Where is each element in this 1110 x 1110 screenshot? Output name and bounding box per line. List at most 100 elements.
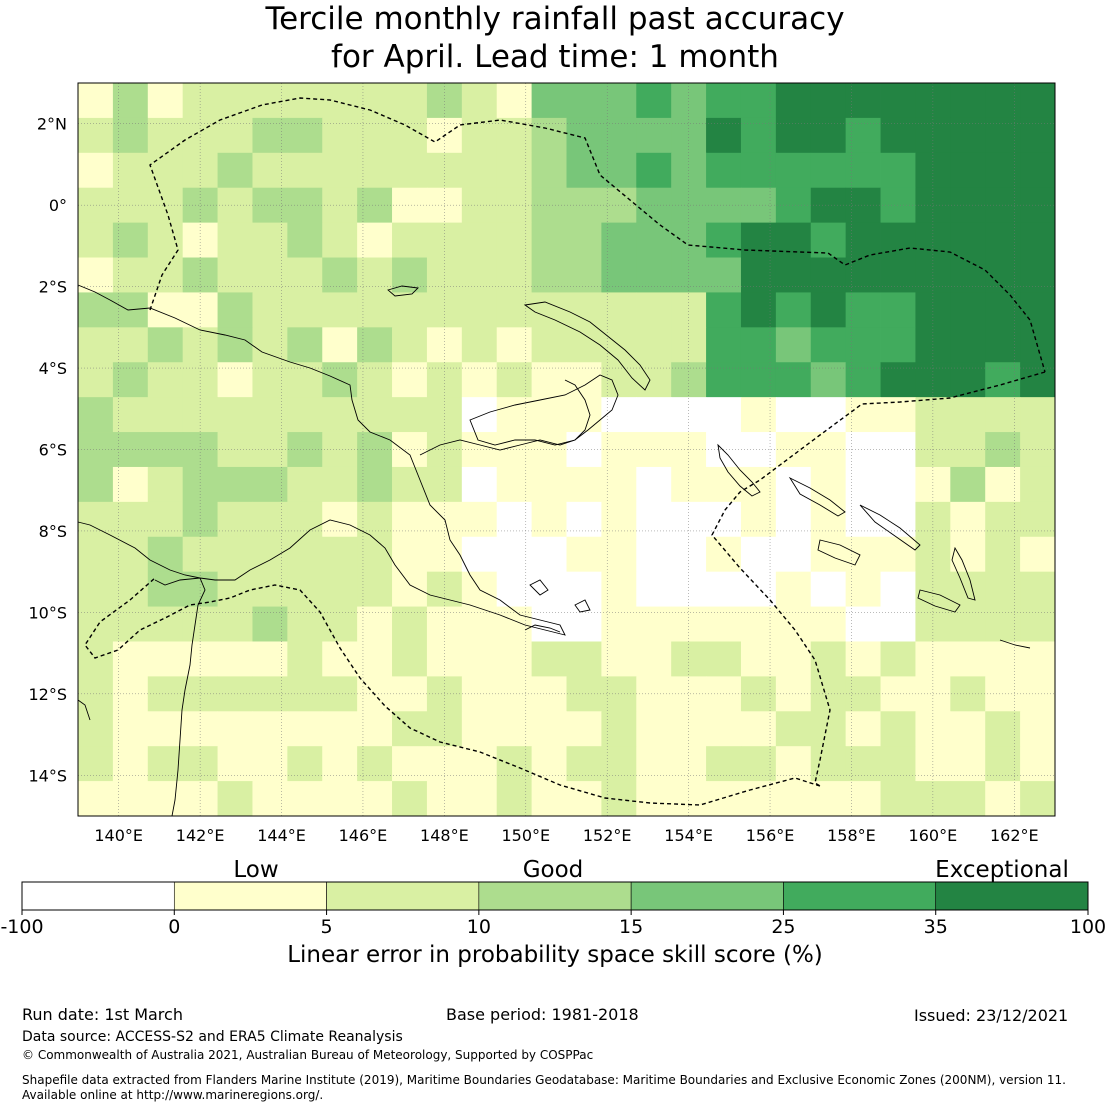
skill-cell [496,257,532,293]
skill-cell [636,571,672,607]
skill-cell [252,292,288,328]
skill-cell [252,466,288,503]
skill-cell [636,641,672,677]
skill-cell [322,466,358,503]
skill-cell [217,746,253,782]
coastline-new-guinea [77,284,566,636]
skill-cell [182,397,218,433]
skill-cell [950,83,986,119]
skill-cell [112,152,149,189]
map-title: Tercile monthly rainfall past accuracy f… [0,0,1110,76]
lon-tick-label: 144°E [257,826,306,845]
skill-cell [985,641,1021,677]
skill-cell [775,641,812,677]
skill-cell [357,362,393,398]
skill-cell [461,781,498,817]
skill-cell [880,152,916,189]
colorbar-segment [478,881,632,911]
skill-cell [78,781,114,817]
skill-cell [322,327,358,363]
skill-cell [706,781,742,817]
skill-cell [252,746,288,782]
skill-cell [671,83,707,119]
skill-cell [496,781,532,817]
skill-cell [182,83,218,119]
coastline-solomons-2 [859,504,921,551]
skill-cell [287,501,323,538]
skill-cell [287,152,323,189]
skill-cell [426,466,463,503]
skill-cell [671,187,707,224]
skill-cell [112,676,149,712]
skill-cell [740,641,777,677]
skill-cell [531,362,567,398]
coastlines [77,284,1031,817]
skill-cell [566,606,602,642]
skill-cell [217,571,253,607]
skill-cell [566,501,602,538]
lon-tick-label: 142°E [176,826,225,845]
skill-cell [461,746,498,782]
skill-cell [287,397,323,433]
skill-cell [217,536,253,573]
skill-cell [357,536,393,573]
skill-cell [636,83,672,119]
skill-cell [950,676,986,712]
skill-cell [496,606,532,642]
lat-tick-label: 12°S [28,685,67,704]
skill-cell [706,292,742,328]
skill-cell [78,292,114,328]
skill-cell [845,432,881,468]
skill-cell [496,222,532,258]
skill-cell [392,501,428,538]
skill-cell [461,222,498,258]
skill-cell [810,292,847,328]
skill-cell [461,292,498,328]
colorbar-segment [173,881,327,911]
skill-cell [112,257,149,293]
skill-cell [322,711,358,747]
skill-cell [880,83,916,119]
skill-cell [740,327,777,363]
skill-cell [287,83,323,119]
skill-cell [985,501,1021,538]
skill-cell [1020,397,1056,433]
colorbar-segment [783,881,937,911]
skill-cell [950,187,986,224]
skill-cell [915,501,951,538]
coastline-huon [419,379,591,456]
skill-cell [217,83,253,119]
skill-cell [147,152,184,189]
skill-cell [287,292,323,328]
skill-cell [1020,466,1056,503]
coastline-bougainville [717,443,761,497]
skill-cell [950,362,986,398]
skill-cell [1020,781,1056,817]
skill-cell [915,466,951,503]
skill-cell [531,746,567,782]
skill-cell [566,152,602,189]
skill-cell [950,292,986,328]
skill-cell [566,641,602,677]
skill-cell [147,362,184,398]
skill-cell [147,501,184,538]
skill-cell [810,641,847,677]
skill-cell [1020,676,1056,712]
skill-cell [915,222,951,258]
skill-cell [1020,222,1056,258]
skill-cell [566,397,602,433]
skill-cell [601,641,637,677]
skill-cell [78,676,114,712]
skill-cell [601,257,637,293]
skill-cell [357,83,393,119]
skill-cell [287,432,323,468]
skill-cell [217,117,253,154]
skill-cell [775,536,812,573]
skill-cell [985,117,1021,154]
skill-cell [950,432,986,468]
skill-cell [845,152,881,189]
skill-cell [461,327,498,363]
skill-cell [706,501,742,538]
skill-cell [880,327,916,363]
